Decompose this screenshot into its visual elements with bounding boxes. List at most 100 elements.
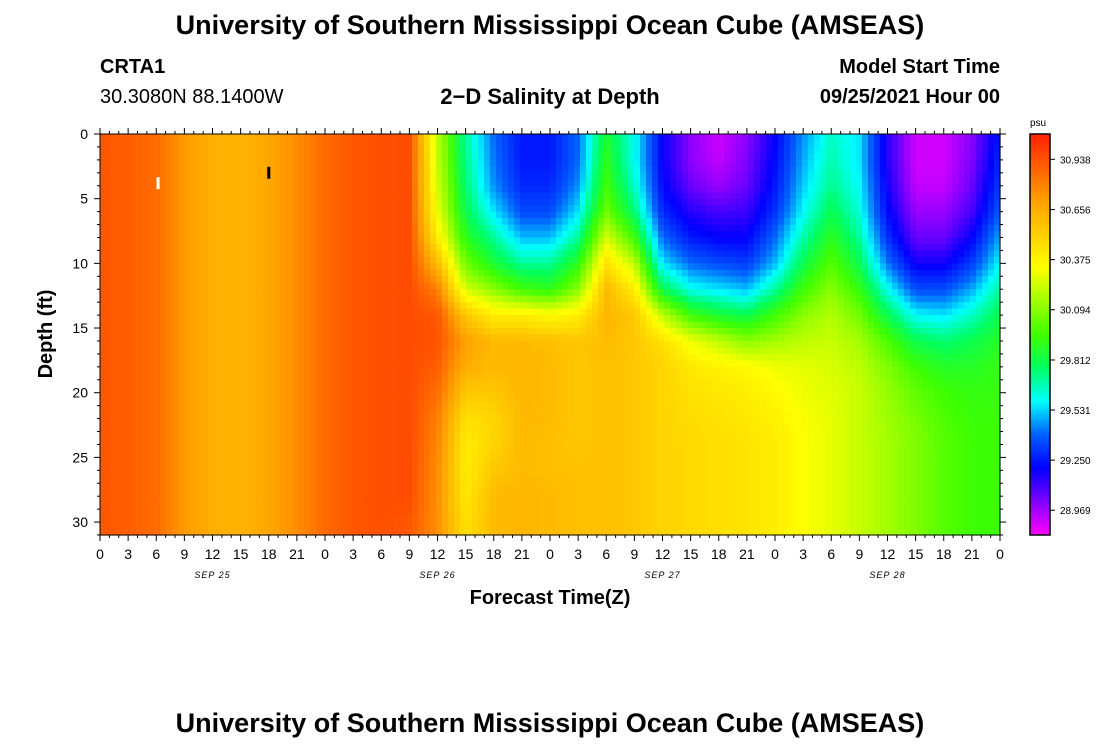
heatmap-cell [544,353,551,361]
heatmap-cell [244,483,251,491]
heatmap-cell [544,360,551,368]
heatmap-cell [136,470,143,478]
heatmap-cell [196,224,203,232]
heatmap-cell [226,295,233,303]
heatmap-cell [406,321,413,329]
heatmap-cell [394,282,401,290]
heatmap-cell [142,321,149,329]
heatmap-cell [316,489,323,497]
heatmap-cell [142,328,149,336]
heatmap-cell [544,218,551,226]
heatmap-cell [322,172,329,180]
heatmap-cell [520,528,527,536]
heatmap-cell [154,379,161,387]
heatmap-cell [406,146,413,155]
heatmap-cell [190,418,197,426]
heatmap-cell [358,418,365,426]
heatmap-cell [562,373,569,381]
heatmap-cell [124,198,131,206]
heatmap-cell [124,373,131,381]
heatmap-cell [196,347,203,355]
heatmap-cell [526,172,533,180]
heatmap-cell [274,153,281,161]
heatmap-cell [574,515,581,523]
heatmap-cell [376,463,383,471]
heatmap-cell [412,224,419,232]
heatmap-cell [508,231,515,239]
heatmap-cell [160,444,167,452]
heatmap-cell [220,146,227,155]
heatmap-cell [442,224,449,232]
heatmap-cell [268,159,275,167]
heatmap-cell [166,153,173,161]
heatmap-cell [412,218,419,226]
heatmap-cell [424,302,431,310]
heatmap-cell [478,192,485,200]
heatmap-cell [514,263,521,271]
heatmap-cell [298,289,305,297]
heatmap-cell [292,263,299,271]
heatmap-cell [460,373,467,381]
heatmap-cell [406,218,413,226]
heatmap-cell [256,366,263,374]
heatmap-cell [292,172,299,180]
heatmap-cell [106,289,113,297]
heatmap-cell [202,269,209,277]
heatmap-cell [238,269,245,277]
heatmap-cell [142,457,149,465]
heatmap-cell [124,444,131,452]
heatmap-cell [262,334,269,342]
heatmap-cell [394,340,401,349]
heatmap-cell [184,328,191,336]
heatmap-cell [250,185,257,193]
heatmap-cell [214,405,221,413]
heatmap-cell [130,302,137,310]
heatmap-cell [526,289,533,297]
heatmap-cell [418,134,425,142]
heatmap-cell [118,425,125,433]
heatmap-cell [550,418,557,426]
heatmap-cell [286,198,293,206]
heatmap-cell [490,269,497,277]
heatmap-cell [484,353,491,361]
heatmap-cell [352,379,359,387]
heatmap-cell [460,437,467,446]
heatmap-cell [388,328,395,336]
heatmap-cell [478,282,485,290]
heatmap-cell [118,412,125,420]
heatmap-cell [472,373,479,381]
heatmap-cell [316,198,323,206]
heatmap-cell [490,295,497,303]
heatmap-cell [280,328,287,336]
heatmap-cell [538,198,545,206]
heatmap-cell [112,315,119,323]
heatmap-cell [544,243,551,252]
heatmap-cell [370,489,377,497]
heatmap-cell [220,457,227,465]
heatmap-cell [412,450,419,458]
heatmap-cell [268,444,275,452]
heatmap-cell [334,431,341,439]
heatmap-cell [514,386,521,394]
heatmap-cell [484,340,491,349]
heatmap-cell [178,483,185,491]
heatmap-cell [148,146,155,155]
heatmap-cell [418,379,425,387]
heatmap-cell [340,496,347,504]
heatmap-cell [466,146,473,155]
heatmap-cell [442,418,449,426]
heatmap-cell [412,289,419,297]
heatmap-cell [358,386,365,394]
heatmap-cell [418,205,425,213]
heatmap-cell [376,405,383,413]
heatmap-cell [142,243,149,252]
heatmap-cell [172,450,179,458]
heatmap-cell [304,366,311,374]
heatmap-cell [256,437,263,446]
heatmap-cell [550,308,557,316]
heatmap-cell [106,457,113,465]
heatmap-cell [202,295,209,303]
heatmap-cell [412,315,419,323]
heatmap-cell [172,360,179,368]
heatmap-cell [190,360,197,368]
